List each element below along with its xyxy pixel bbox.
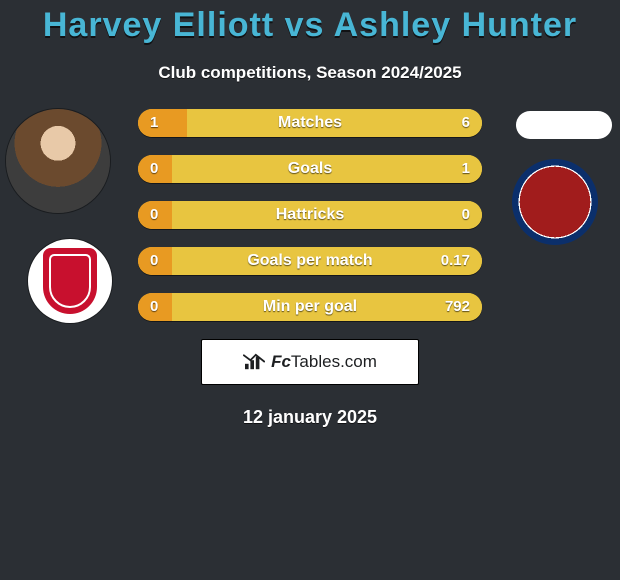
stat-bar: 0792Min per goal xyxy=(138,293,482,321)
comparison-card: Harvey Elliott vs Ashley Hunter Club com… xyxy=(0,0,620,580)
content-area: 16Matches 01Goals 00Hattricks 00.17Goals pe… xyxy=(0,109,620,428)
club-left-badge xyxy=(28,239,112,323)
player-left-avatar xyxy=(6,109,110,213)
site-logo: FcTables.com xyxy=(201,339,419,385)
page-subtitle: Club competitions, Season 2024/2025 xyxy=(0,63,620,83)
stat-bar: 16Matches xyxy=(138,109,482,137)
stat-label: Min per goal xyxy=(138,293,482,321)
stat-bars: 16Matches 01Goals 00Hattricks 00.17Goals pe… xyxy=(138,109,482,321)
stat-label: Goals per match xyxy=(138,247,482,275)
club-right-badge xyxy=(512,159,598,245)
player-right-lozenge xyxy=(516,111,612,139)
logo-text: FcTables.com xyxy=(271,352,377,372)
stat-label: Hattricks xyxy=(138,201,482,229)
stat-bar: 00Hattricks xyxy=(138,201,482,229)
date-line: 12 january 2025 xyxy=(0,407,620,428)
stat-bar: 01Goals xyxy=(138,155,482,183)
bar-chart-icon xyxy=(243,353,265,371)
stat-label: Matches xyxy=(138,109,482,137)
page-title: Harvey Elliott vs Ashley Hunter xyxy=(0,0,620,45)
stat-bar: 00.17Goals per match xyxy=(138,247,482,275)
liverpool-crest-icon xyxy=(43,248,97,314)
stat-label: Goals xyxy=(138,155,482,183)
